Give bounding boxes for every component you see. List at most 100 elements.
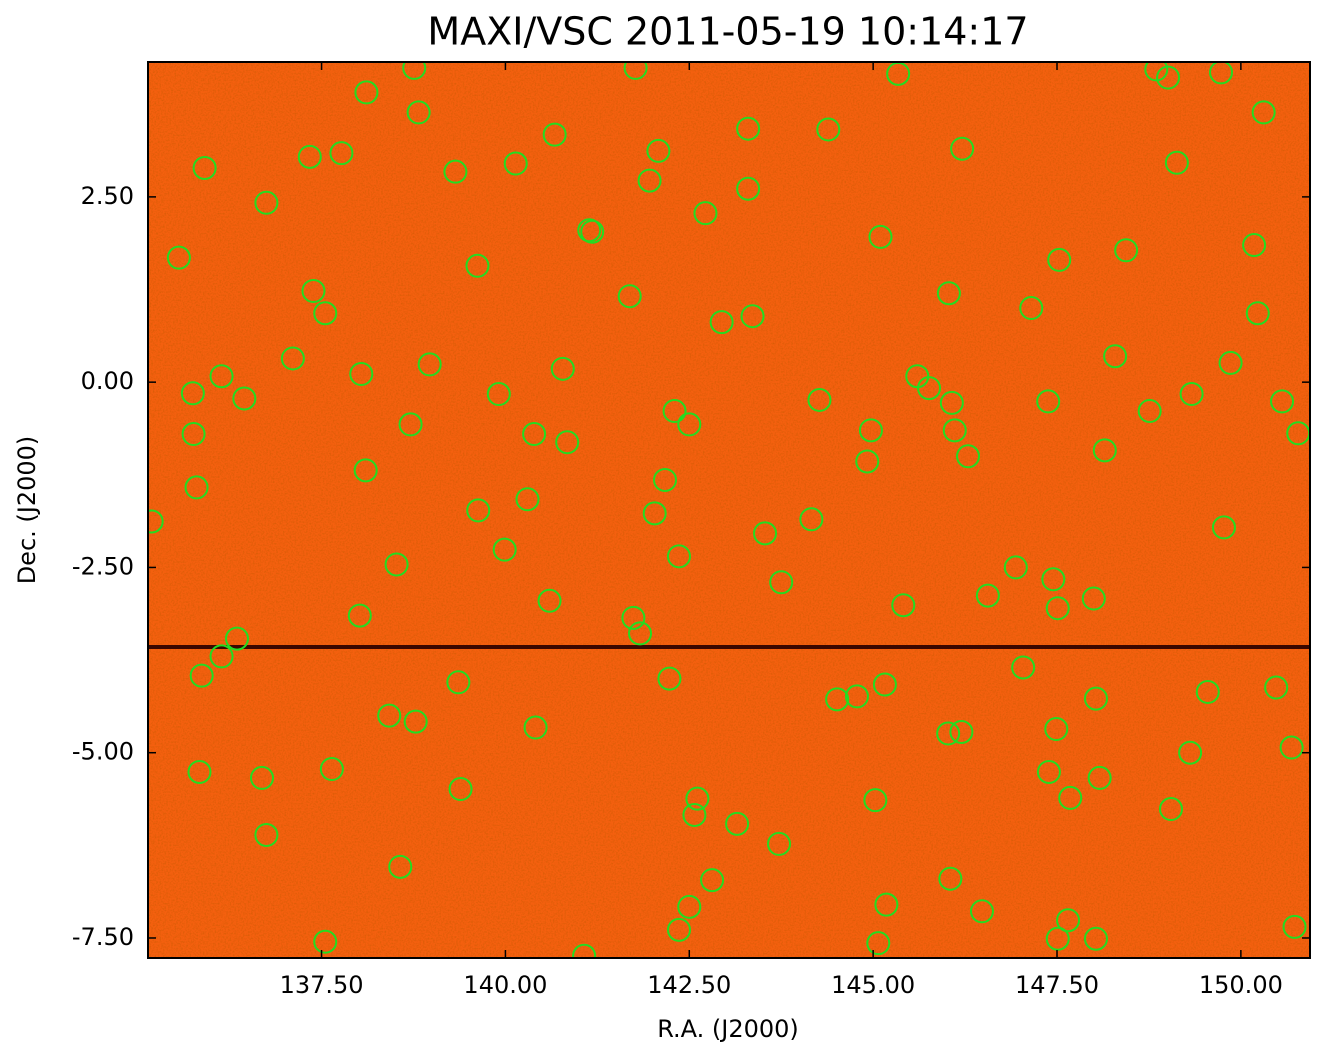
source-circle: [209, 644, 234, 669]
source-circle: [280, 346, 305, 371]
source-circle: [492, 537, 517, 562]
source-circle: [807, 387, 832, 412]
source-circle: [249, 765, 274, 790]
source-circle: [503, 151, 528, 176]
source-circle: [956, 444, 981, 469]
source-circle: [446, 670, 471, 695]
source-circle: [685, 786, 710, 811]
source-circle: [1036, 389, 1061, 414]
source-circle: [799, 507, 824, 532]
source-circle: [617, 284, 642, 309]
source-circle: [1156, 65, 1181, 90]
y-tick-label: -7.50: [72, 923, 134, 951]
y-tick-label: -2.50: [72, 552, 134, 580]
y-tick-label: 0.00: [81, 367, 134, 395]
source-circle: [1103, 344, 1128, 369]
source-circle: [866, 931, 891, 956]
source-circle: [1019, 296, 1044, 321]
source-circle: [515, 487, 540, 512]
source-circle: [1045, 596, 1070, 621]
source-circle: [1044, 716, 1069, 741]
source-circle: [1087, 765, 1112, 790]
source-circle: [949, 719, 974, 744]
source-circle: [1164, 150, 1189, 175]
source-circle: [180, 381, 205, 406]
source-circle: [1137, 399, 1162, 424]
source-circle: [313, 929, 338, 954]
source-circle: [1083, 686, 1108, 711]
x-tick-label: 137.50: [280, 971, 364, 999]
source-circle: [868, 224, 893, 249]
source-circle: [917, 376, 942, 401]
source-circle: [725, 811, 750, 836]
source-circle: [1251, 100, 1276, 125]
source-circle: [550, 356, 575, 381]
axes: 137.50 140.00 142.50 145.00 147.50 150.00 2.50…: [72, 62, 1310, 999]
source-circle: [642, 501, 667, 526]
source-circle: [1036, 759, 1061, 784]
source-circle: [872, 672, 897, 697]
source-circle: [537, 588, 562, 613]
source-circle: [657, 666, 682, 691]
source-circle: [736, 116, 761, 141]
source-circle: [816, 117, 841, 142]
source-circle: [224, 626, 249, 651]
source-circle: [448, 777, 473, 802]
source-circle: [1178, 740, 1203, 765]
y-tick-label: 2.50: [81, 182, 134, 210]
y-tick-label: -5.00: [72, 738, 134, 766]
source-circle: [465, 253, 490, 278]
source-circle: [353, 458, 378, 483]
x-tick-label: 145.00: [831, 971, 915, 999]
source-circle: [1058, 785, 1083, 810]
source-circle: [417, 352, 442, 377]
source-circle: [666, 917, 691, 942]
source-circle: [653, 467, 678, 492]
source-circle: [313, 301, 338, 326]
source-circle: [646, 138, 671, 163]
source-circle: [693, 201, 718, 226]
source-circle: [623, 62, 648, 80]
source-circle: [301, 279, 326, 304]
source-circle: [192, 155, 217, 180]
source-circle: [855, 449, 880, 474]
x-tick-label: 140.00: [463, 971, 547, 999]
source-circle: [522, 422, 547, 447]
source-circle: [1195, 679, 1220, 704]
source-circle: [319, 757, 344, 782]
source-circle: [863, 788, 888, 813]
source-circle: [939, 390, 964, 415]
source-circle: [1114, 238, 1139, 263]
source-circle: [1045, 926, 1070, 951]
source-circle: [936, 721, 961, 746]
source-circle: [1144, 62, 1169, 82]
source-circle: [1159, 797, 1184, 822]
source-circle: [769, 570, 794, 595]
source-circle: [628, 621, 653, 646]
source-circle: [753, 521, 778, 546]
source-circle: [677, 412, 702, 437]
source-circle: [209, 364, 234, 389]
source-circle: [1041, 567, 1066, 592]
source-circle: [148, 509, 164, 534]
source-circle: [1270, 389, 1295, 414]
source-circle: [736, 176, 761, 201]
source-circle: [254, 190, 279, 215]
source-circle: [347, 603, 372, 628]
source-circle: [938, 866, 963, 891]
source-circle: [1011, 655, 1036, 680]
source-circle: [1242, 233, 1267, 258]
x-tick-label: 150.00: [1199, 971, 1283, 999]
source-circle: [181, 422, 206, 447]
y-axis-label: Dec. (J2000): [13, 436, 41, 585]
source-circle: [403, 709, 428, 734]
source-circle: [1211, 515, 1236, 540]
source-circle: [486, 382, 511, 407]
source-circle: [700, 868, 725, 893]
source-circle: [232, 386, 257, 411]
source-circle: [662, 399, 687, 424]
source-circle: [354, 80, 379, 105]
source-circle: [682, 802, 707, 827]
source-circle: [1209, 62, 1234, 85]
